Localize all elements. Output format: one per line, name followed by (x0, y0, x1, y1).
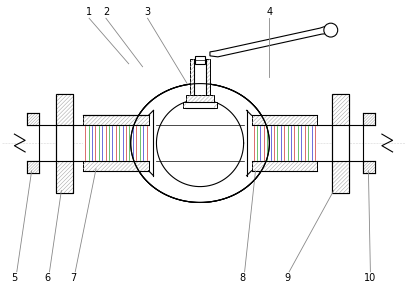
Text: 5: 5 (11, 273, 17, 283)
Text: 7: 7 (70, 273, 77, 283)
Polygon shape (83, 161, 149, 171)
Bar (83, 125, 149, 161)
Bar (195, 56, 205, 64)
Polygon shape (190, 59, 210, 95)
Polygon shape (139, 84, 261, 125)
Polygon shape (332, 93, 349, 125)
Polygon shape (57, 161, 73, 193)
Text: 3: 3 (144, 7, 151, 17)
Text: 9: 9 (284, 273, 290, 283)
Bar (252, 125, 317, 161)
Polygon shape (57, 93, 73, 125)
Bar (194, 59, 206, 95)
Polygon shape (186, 95, 214, 108)
Polygon shape (27, 113, 39, 125)
Polygon shape (131, 84, 269, 203)
Polygon shape (252, 161, 317, 171)
Polygon shape (183, 102, 217, 108)
Text: 10: 10 (364, 273, 376, 283)
Text: 8: 8 (240, 273, 246, 283)
Polygon shape (27, 161, 39, 173)
Ellipse shape (324, 23, 338, 37)
Polygon shape (363, 161, 375, 173)
Polygon shape (252, 115, 317, 125)
Bar (363, 113, 375, 125)
Polygon shape (83, 115, 149, 125)
Bar (363, 161, 375, 173)
Bar (57, 93, 73, 193)
Text: 4: 4 (266, 7, 272, 17)
Bar (27, 113, 39, 125)
Polygon shape (363, 113, 375, 125)
Bar (332, 93, 349, 193)
Bar (186, 102, 214, 108)
Text: 2: 2 (103, 7, 109, 17)
Polygon shape (332, 161, 349, 193)
Text: 6: 6 (44, 273, 50, 283)
Polygon shape (210, 25, 336, 57)
Bar (27, 161, 39, 173)
Bar (57, 93, 73, 193)
Bar (332, 93, 349, 193)
Text: 1: 1 (86, 7, 92, 17)
Polygon shape (139, 161, 261, 203)
